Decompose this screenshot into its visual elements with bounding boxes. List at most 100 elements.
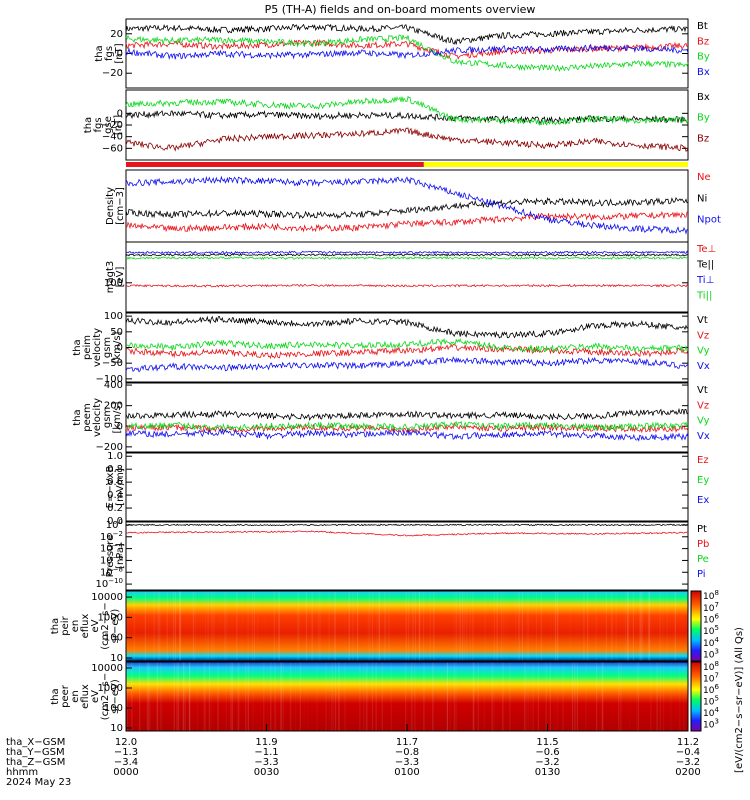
heatmap-streak [502, 662, 504, 731]
ytick-label: 0 [117, 49, 123, 60]
ytick-label: 100 [104, 311, 123, 322]
heatmap-streak [338, 662, 339, 731]
heatmap-streak [255, 662, 256, 731]
heatmap-streak [305, 591, 308, 661]
heatmap-streak [500, 591, 503, 661]
xtick-label: −3.3 [395, 757, 419, 768]
series-line-Vt [125, 407, 688, 422]
series-line-Bx [125, 43, 689, 61]
legend-entry: Pe [697, 554, 709, 565]
colorbar-tick-exp: 4 [714, 636, 719, 644]
heatmap-streak [493, 662, 495, 731]
heatmap-streak [521, 591, 524, 661]
colorbar-label: [eV/(cm2−s−sr−eV)] (All Qs) [734, 627, 745, 773]
heatmap-streak [153, 591, 155, 661]
heatmap-streak [628, 591, 629, 661]
heatmap-streak [197, 662, 198, 731]
panel-tha_fgs_gse: 0−20−40−60 Bx By Bz thafgsgse[nT] [83, 89, 710, 161]
heatmap-streak [211, 662, 212, 731]
ytick-label: 100 [104, 278, 123, 289]
heatmap-streak [156, 662, 158, 731]
region-bar-segment [126, 162, 424, 167]
heatmap-streak [455, 662, 457, 731]
heatmap-streak [599, 662, 600, 731]
xaxis-row-label: tha_X−GSM [6, 737, 65, 748]
heatmap-streak [298, 591, 300, 661]
ylabel-line: en [70, 620, 81, 633]
heatmap-streak [277, 591, 280, 661]
heatmap-streak [148, 591, 149, 661]
heatmap-streak [174, 591, 177, 661]
heatmap-streak [274, 662, 276, 731]
ylabel-line: peim [82, 335, 93, 360]
heatmap-streak [637, 662, 640, 731]
heatmap-streak [315, 591, 316, 661]
series-line-Te⊥ [125, 283, 689, 288]
ytick-label: 10000 [91, 592, 123, 603]
heatmap-streak [562, 662, 564, 731]
heatmap-streak [230, 662, 232, 731]
series-line-Bt [125, 23, 689, 45]
panel-frame [125, 590, 689, 662]
ytick-label: −20 [102, 120, 123, 131]
heatmap-streak [172, 591, 175, 661]
heatmap-streak [527, 591, 529, 661]
heatmap-streak [356, 591, 359, 661]
panel-tha_peem_velocity_gsm: 400 200 0 −200 Vt Vz Vy Vx thapeemvelocitygsm[km… [72, 380, 710, 453]
heatmap-streak [288, 591, 289, 661]
heatmap-image [126, 662, 688, 731]
heatmap-streak [663, 662, 664, 731]
heatmap-streak [647, 591, 649, 661]
series-line-By [125, 34, 689, 73]
heatmap-streak [384, 591, 386, 661]
heatmap-streak [334, 662, 335, 731]
heatmap-streak [662, 591, 664, 661]
ytick-label: 10 [110, 653, 123, 664]
xtick-label: 0130 [535, 767, 560, 778]
heatmap-streak [641, 591, 644, 661]
panel-frame [125, 452, 689, 522]
xtick-label: 0100 [394, 767, 419, 778]
heatmap-streak [317, 591, 319, 661]
ytick-exp: −6 [113, 553, 124, 561]
heatmap-streak [575, 591, 576, 661]
heatmap-streak [375, 662, 377, 731]
heatmap-streak [264, 591, 265, 661]
heatmap-streak [176, 662, 178, 731]
heatmap-streak [484, 591, 486, 661]
heatmap-streak [126, 662, 128, 731]
heatmap-streak [526, 591, 527, 661]
heatmap-streak [461, 591, 464, 661]
legend-entry: Bx [697, 67, 710, 78]
heatmap-image [126, 591, 688, 661]
colorbar [690, 590, 702, 662]
heatmap-streak [554, 591, 557, 661]
ylabel-line: Density [105, 187, 116, 225]
heatmap-streak [345, 591, 346, 661]
legend-entry: Vx [697, 431, 710, 442]
heatmap-streak [334, 591, 336, 661]
heatmap-streak [571, 662, 574, 731]
legend-entry: Vz [697, 400, 709, 411]
heatmap-streak [459, 591, 461, 661]
heatmap-streak [139, 662, 141, 731]
ylabel-line: [eV] [115, 267, 126, 288]
heatmap-streak [166, 591, 167, 661]
heatmap-streak [381, 591, 382, 661]
heatmap-streak [618, 662, 620, 731]
heatmap-streak [225, 662, 227, 731]
panel-frame [125, 521, 689, 591]
heatmap-streak [207, 591, 209, 661]
heatmap-streak [687, 662, 690, 731]
heatmap-streak [179, 591, 181, 661]
ylabel-line: magt3 [105, 261, 116, 294]
heatmap-streak [503, 591, 505, 661]
heatmap-streak [578, 591, 579, 661]
ytick-exp: −8 [113, 565, 123, 573]
heatmap-streak [208, 662, 211, 731]
xtick-label: −1.1 [254, 747, 278, 758]
ylabel: E=−VxB[mV/m] [105, 466, 126, 509]
plot-title: P5 (TH-A) fields and on-board moments ov… [265, 3, 536, 16]
heatmap-streak [149, 662, 151, 731]
ytick-label: −40 [102, 132, 123, 143]
